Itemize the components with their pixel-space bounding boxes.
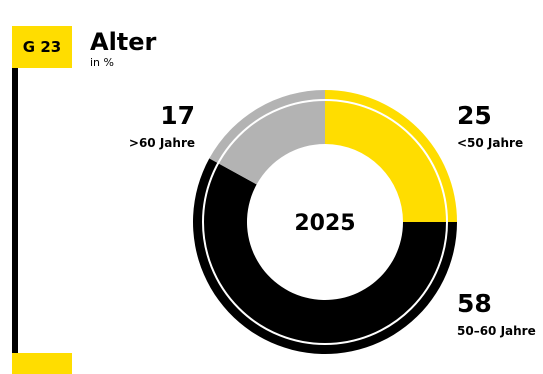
donut-center-label: 2025 — [294, 211, 355, 236]
chart-subtitle: in % — [90, 56, 114, 69]
slice-value-label: 25 — [457, 101, 492, 130]
slice-value-label: 17 — [160, 101, 195, 130]
slice-category-label: <50 Jahre — [457, 136, 523, 150]
side-accent-bar — [12, 26, 18, 374]
donut-slice — [193, 158, 457, 354]
figure-badge: G 23 — [12, 26, 72, 68]
donut-slice — [209, 90, 325, 185]
slice-category-label: 50–60 Jahre — [457, 324, 536, 338]
slice-category-label: >60 Jahre — [129, 136, 195, 150]
donut-slice — [325, 90, 457, 222]
bottom-accent-block — [12, 353, 72, 374]
chart-title: Alter — [90, 28, 157, 56]
slice-value-label: 58 — [457, 289, 492, 318]
